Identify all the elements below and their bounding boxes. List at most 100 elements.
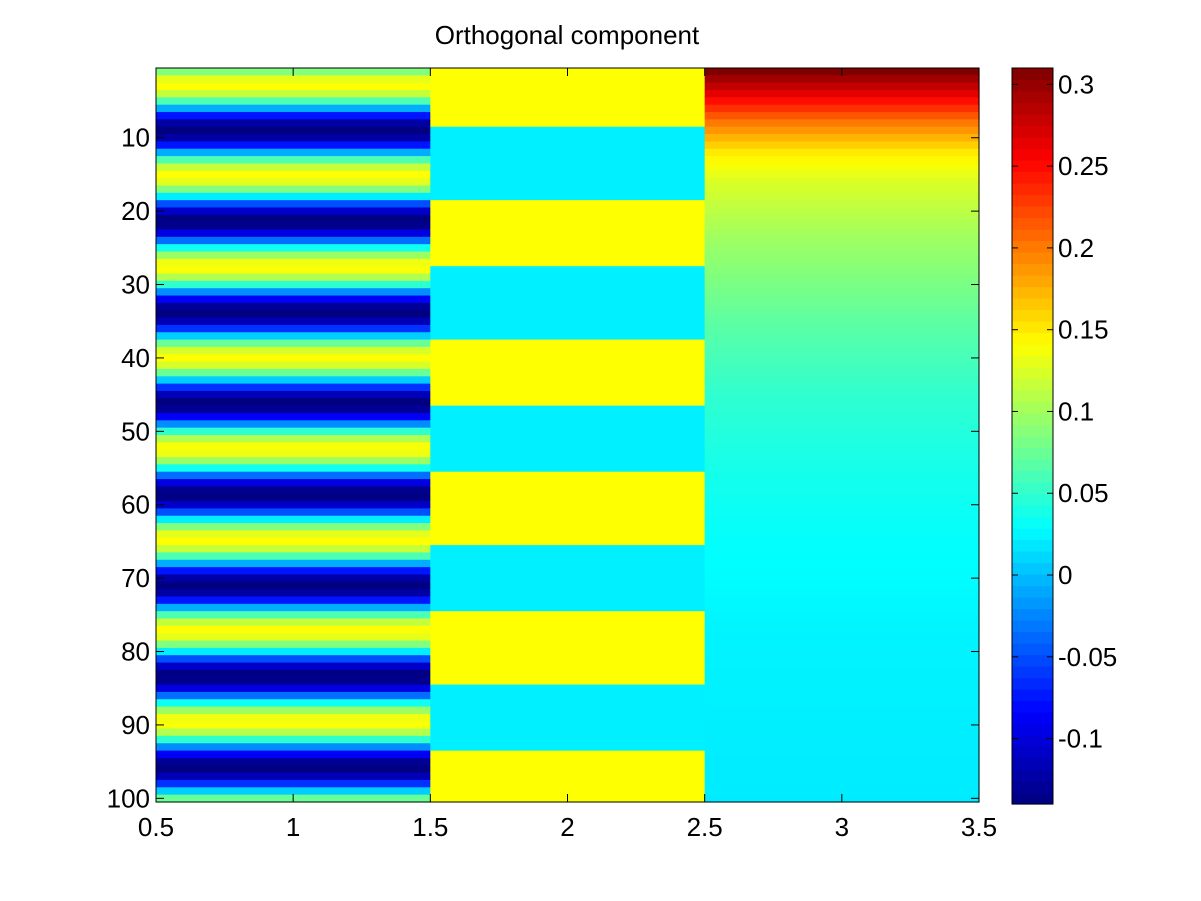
heatmap-cell: [430, 324, 706, 333]
heatmap-cell: [430, 574, 706, 583]
heatmap-cell: [704, 530, 980, 539]
heatmap-cell: [430, 332, 706, 341]
heatmap-cell: [156, 787, 431, 796]
heatmap-cell: [430, 684, 706, 693]
heatmap-cell: [430, 779, 706, 788]
heatmap-cell: [430, 112, 706, 120]
heatmap-cell: [704, 354, 980, 363]
heatmap-cell: [430, 258, 706, 267]
heatmap-cell: [704, 779, 980, 788]
colorbar-band: [1012, 677, 1053, 690]
heatmap-cell: [430, 288, 706, 297]
heatmap-cell: [704, 493, 980, 502]
heatmap-cell: [156, 677, 431, 686]
heatmap-cell: [156, 750, 431, 759]
heatmap-cell: [430, 464, 706, 473]
heatmap-cell: [704, 523, 980, 532]
colorbar-band: [1012, 470, 1053, 483]
colorbar-band: [1012, 424, 1053, 437]
heatmap-cell: [156, 735, 431, 744]
heatmap-cell: [430, 310, 706, 319]
colorbar-band: [1012, 631, 1053, 644]
heatmap-cell: [430, 655, 706, 664]
heatmap-cell: [704, 743, 980, 752]
heatmap-cell: [704, 200, 980, 209]
heatmap-cell: [156, 611, 431, 620]
heatmap-cell: [156, 464, 431, 473]
heatmap-cell: [704, 244, 980, 253]
colorbar-band: [1012, 413, 1053, 426]
colorbar-axis: -0.1 -0.05 0 0.05 0.1 0.15 0.2 0.25 0.3: [1012, 69, 1117, 754]
heatmap-cell: [430, 603, 706, 612]
y-tick-label: 90: [121, 710, 150, 740]
heatmap-cell: [156, 684, 431, 693]
colorbar-tick-label: 0.2: [1058, 233, 1094, 263]
heatmap-cell: [430, 405, 706, 414]
heatmap-cell: [704, 735, 980, 744]
x-tick-label: 1: [286, 812, 300, 842]
colorbar-band: [1012, 654, 1053, 667]
heatmap-cell: [704, 302, 980, 311]
heatmap-cell: [156, 757, 431, 766]
heatmap-cell: [704, 75, 980, 84]
heatmap-cell: [156, 200, 431, 209]
heatmap-cell: [156, 706, 431, 715]
heatmap-cells: [156, 68, 980, 803]
heatmap-cell: [704, 412, 980, 421]
heatmap-cell: [156, 207, 431, 216]
heatmap-cell: [704, 104, 980, 113]
heatmap-cell: [156, 361, 431, 370]
heatmap-cell: [704, 427, 980, 436]
heatmap-cell: [430, 266, 706, 275]
heatmap-cell: [430, 479, 706, 487]
heatmap-cell: [430, 552, 706, 561]
heatmap-cell: [430, 471, 706, 480]
heatmap-cell: [156, 141, 431, 150]
x-axis: 0.5 1 1.5 2 2.5 3 3.5: [138, 68, 997, 842]
heatmap-cell: [156, 75, 431, 84]
heatmap-cell: [704, 515, 980, 524]
heatmap-cell: [156, 625, 431, 634]
colorbar-band: [1012, 482, 1053, 495]
heatmap-cell: [704, 288, 980, 297]
heatmap-cell: [156, 435, 431, 443]
heatmap-cell: [156, 383, 431, 392]
heatmap-cell: [430, 501, 706, 509]
heatmap-cell: [430, 90, 706, 98]
heatmap-cell: [704, 669, 980, 678]
heatmap-cell: [156, 376, 431, 385]
heatmap-cell: [430, 750, 706, 759]
heatmap-cell: [430, 141, 706, 150]
heatmap-cell: [430, 192, 706, 201]
heatmap-cell: [704, 185, 980, 194]
colorbar-band: [1012, 758, 1053, 771]
heatmap-cell: [156, 420, 431, 429]
heatmap-cell: [156, 163, 431, 172]
heatmap-cell: [156, 779, 431, 788]
heatmap-cell: [156, 545, 431, 554]
heatmap-cell: [704, 596, 980, 605]
heatmap-cell: [704, 346, 980, 355]
heatmap-cell: [156, 640, 431, 649]
heatmap-cell: [156, 765, 431, 774]
colorbar-band: [1012, 643, 1053, 656]
heatmap-cell: [430, 537, 706, 546]
heatmap-cell: [704, 207, 980, 216]
heatmap-cell: [156, 368, 431, 377]
colorbar-band: [1012, 620, 1053, 633]
heatmap-cell: [156, 669, 431, 678]
heatmap-cell: [430, 545, 706, 554]
heatmap-cell: [430, 515, 706, 524]
heatmap-cell: [704, 332, 980, 341]
heatmap-cell: [156, 552, 431, 561]
heatmap-cell: [704, 647, 980, 656]
heatmap-cell: [156, 530, 431, 539]
colorbar-band: [1012, 217, 1053, 230]
heatmap-cell: [704, 479, 980, 487]
heatmap-cell: [704, 97, 980, 106]
y-tick-label: 70: [121, 563, 150, 593]
colorbar-band: [1012, 436, 1053, 449]
heatmap-cell: [156, 288, 431, 297]
heatmap-cell: [430, 618, 706, 627]
heatmap-cell: [156, 222, 431, 231]
